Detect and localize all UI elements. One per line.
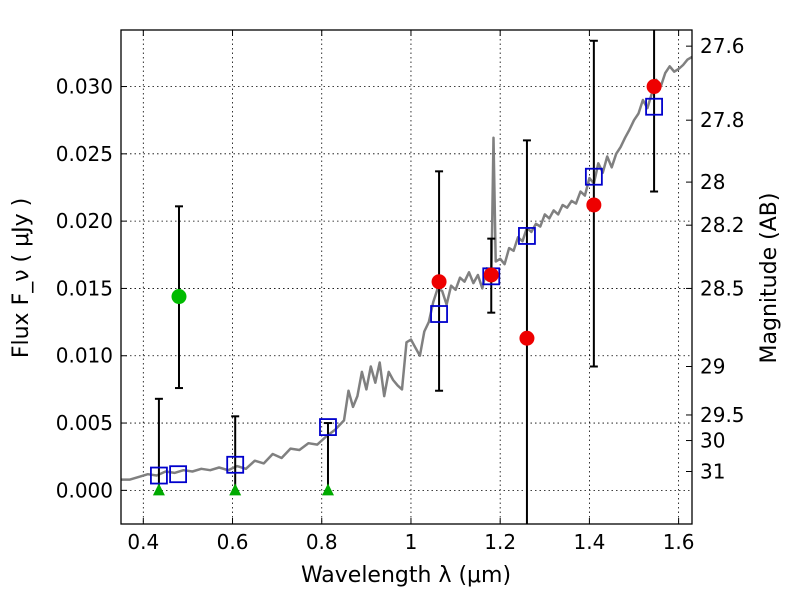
upper-limit-triangle bbox=[229, 483, 242, 496]
x-tick-label: 1 bbox=[405, 530, 418, 554]
grid bbox=[121, 30, 692, 524]
x-tick-label: 1.4 bbox=[573, 530, 605, 554]
model-square bbox=[584, 167, 603, 186]
model-square bbox=[645, 97, 663, 116]
right-tick-label: 31 bbox=[700, 460, 725, 484]
x-axis-label: Wavelength λ (μm) bbox=[301, 563, 511, 588]
x-tick-label: 1.6 bbox=[663, 530, 695, 554]
upper-limit-triangle bbox=[152, 483, 165, 496]
spectrum-line bbox=[121, 55, 693, 481]
y-axis-label: Flux F_ν ( μJy ) bbox=[9, 198, 34, 358]
model-square bbox=[319, 418, 337, 436]
model-square bbox=[226, 455, 245, 474]
x-tick-label: 0.8 bbox=[306, 530, 338, 554]
model-square bbox=[518, 227, 536, 245]
right-tick-label: 28.2 bbox=[700, 213, 745, 237]
red-data-point bbox=[646, 79, 662, 95]
red-data-point bbox=[586, 197, 602, 213]
model-square bbox=[169, 465, 188, 484]
x-tick-label: 1.2 bbox=[484, 530, 516, 554]
x-tick-label: 0.6 bbox=[217, 530, 249, 554]
upper-limit-triangle bbox=[321, 483, 334, 496]
right-tick-label: 29 bbox=[700, 355, 725, 379]
model-square bbox=[430, 305, 448, 323]
right-tick-label: 28 bbox=[700, 170, 725, 194]
errorbar-layer bbox=[154, 30, 659, 524]
y-tick-label: 0.005 bbox=[56, 411, 113, 435]
tick-layer: 0.4 0.6 0.8 1 1.2 1.4 1.6 0.000 0.005 0.010 0.015 0… bbox=[56, 30, 745, 554]
plot-frame bbox=[120, 29, 693, 525]
red-data-point bbox=[519, 330, 535, 346]
red-data-point bbox=[431, 274, 447, 290]
right-tick-label: 30 bbox=[700, 429, 725, 453]
spectrum-layer bbox=[121, 55, 693, 481]
y-tick-label: 0.000 bbox=[56, 478, 113, 502]
right-tick-label: 28.5 bbox=[700, 276, 745, 300]
y-tick-label: 0.025 bbox=[56, 142, 113, 166]
green-data-point bbox=[171, 289, 187, 305]
right-axis-label: Magnitude (AB) bbox=[757, 193, 782, 364]
red-data-point bbox=[483, 267, 499, 283]
y-tick-label: 0.015 bbox=[56, 276, 113, 300]
marker-layer bbox=[150, 79, 663, 496]
right-tick-label: 27.8 bbox=[700, 108, 745, 132]
y-tick-label: 0.010 bbox=[56, 344, 113, 368]
x-tick-label: 0.4 bbox=[127, 530, 159, 554]
y-tick-label: 0.020 bbox=[56, 209, 113, 233]
right-tick-label: 27.6 bbox=[700, 34, 745, 58]
right-tick-label: 29.5 bbox=[700, 403, 745, 427]
y-tick-label: 0.030 bbox=[56, 75, 113, 99]
